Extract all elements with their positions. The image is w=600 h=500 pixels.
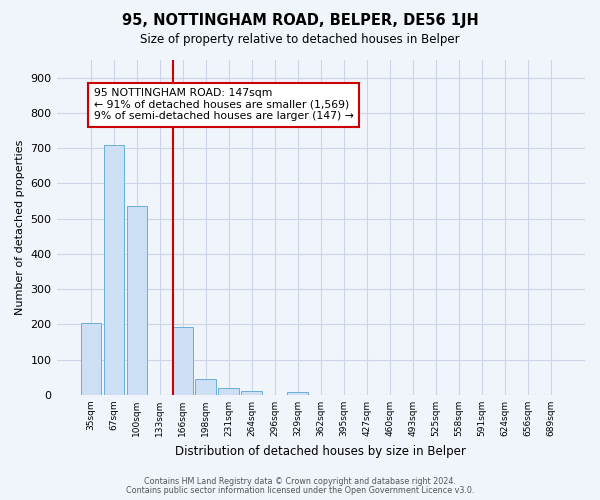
Bar [218,388,239,395]
Bar [196,378,216,395]
Bar [287,392,308,395]
Bar [173,327,193,395]
Bar [241,390,262,395]
Text: Contains HM Land Registry data © Crown copyright and database right 2024.: Contains HM Land Registry data © Crown c… [144,477,456,486]
Text: Size of property relative to detached houses in Belper: Size of property relative to detached ho… [140,32,460,46]
X-axis label: Distribution of detached houses by size in Belper: Distribution of detached houses by size … [175,444,466,458]
Text: 95 NOTTINGHAM ROAD: 147sqm
← 91% of detached houses are smaller (1,569)
9% of se: 95 NOTTINGHAM ROAD: 147sqm ← 91% of deta… [94,88,353,122]
Text: Contains public sector information licensed under the Open Government Licence v3: Contains public sector information licen… [126,486,474,495]
Bar [104,144,124,395]
Bar [80,324,101,395]
Y-axis label: Number of detached properties: Number of detached properties [15,140,25,315]
Text: 95, NOTTINGHAM ROAD, BELPER, DE56 1JH: 95, NOTTINGHAM ROAD, BELPER, DE56 1JH [122,12,478,28]
Bar [127,206,147,395]
